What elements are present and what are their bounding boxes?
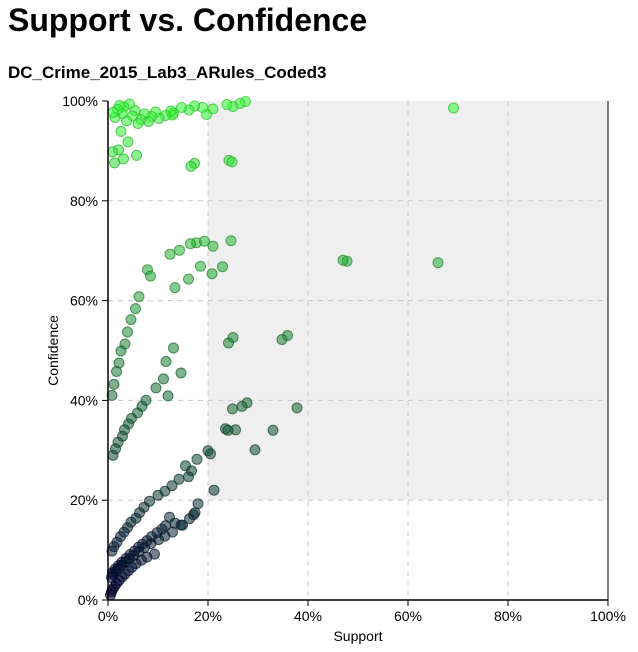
data-point <box>176 102 187 113</box>
data-point <box>106 389 118 401</box>
data-point <box>222 424 234 436</box>
data-point <box>185 238 196 250</box>
chart-title: Support vs. Confidence <box>8 2 368 38</box>
data-point <box>225 235 237 247</box>
data-point <box>175 519 187 531</box>
y-tick-label: 100% <box>62 93 98 109</box>
data-point <box>199 235 210 247</box>
data-point <box>227 403 238 415</box>
data-point <box>109 157 120 169</box>
data-point <box>217 261 228 273</box>
data-point <box>115 125 127 137</box>
data-point <box>125 314 137 326</box>
data-point <box>236 400 248 412</box>
data-point <box>192 498 204 510</box>
x-tick-label: 40% <box>294 608 322 624</box>
data-point <box>249 444 261 456</box>
data-point <box>118 153 129 165</box>
data-point <box>188 509 199 521</box>
data-point <box>150 382 162 394</box>
data-point <box>208 484 220 496</box>
data-point <box>207 240 219 252</box>
y-tick-label: 20% <box>70 492 98 508</box>
data-point <box>183 471 194 483</box>
data-point <box>173 473 185 485</box>
gridlines <box>108 101 608 600</box>
data-point <box>107 107 119 118</box>
data-point <box>276 334 288 345</box>
data-point <box>174 244 185 256</box>
x-tick-label: 0% <box>98 608 118 624</box>
data-points <box>105 96 459 601</box>
y-tick-label: 80% <box>70 193 98 209</box>
data-point <box>130 303 141 315</box>
data-point <box>267 424 279 436</box>
x-tick-label: 20% <box>194 608 222 624</box>
data-point <box>226 156 238 168</box>
data-point <box>107 146 118 158</box>
data-point <box>132 118 144 129</box>
data-point <box>122 326 133 338</box>
y-tick-label: 60% <box>70 293 98 309</box>
data-point <box>164 248 176 260</box>
x-tick-label: 80% <box>494 608 522 624</box>
data-point <box>168 342 179 354</box>
axes <box>107 101 609 601</box>
data-point <box>223 337 234 349</box>
data-point <box>205 448 216 460</box>
y-tick-label: 40% <box>70 392 98 408</box>
data-point <box>133 291 145 303</box>
data-point <box>169 282 181 294</box>
data-point <box>122 136 134 148</box>
data-point <box>291 402 303 414</box>
data-point <box>152 489 164 501</box>
data-point <box>108 378 120 390</box>
data-point <box>107 449 119 461</box>
x-axis-label: Support <box>333 628 382 644</box>
data-point <box>115 345 127 357</box>
data-point <box>160 356 172 367</box>
data-point <box>337 254 349 266</box>
x-axis-ticks: 0% 20% 40% 60% 80% 100% <box>98 600 626 624</box>
data-point <box>183 273 194 285</box>
data-point <box>158 373 169 385</box>
data-point <box>131 149 142 161</box>
x-tick-label: 60% <box>394 608 422 624</box>
data-point <box>448 102 459 114</box>
data-point <box>195 260 206 272</box>
data-point <box>191 453 203 465</box>
chart-subtitle: DC_Crime_2015_Lab3_ARules_Coded3 <box>8 63 327 82</box>
data-point <box>206 268 218 280</box>
y-tick-label: 0% <box>78 592 98 608</box>
data-point <box>175 367 187 379</box>
data-point <box>432 257 444 269</box>
data-point <box>162 390 174 402</box>
data-point <box>111 366 122 377</box>
x-tick-label: 100% <box>590 608 626 624</box>
y-axis-ticks: 0% 20% 40% 60% 80% 100% <box>62 93 108 608</box>
y-axis-label: Confidence <box>45 315 61 386</box>
data-point <box>106 545 118 557</box>
data-point <box>145 270 156 282</box>
data-point <box>221 99 233 110</box>
data-point <box>185 160 197 172</box>
data-point <box>105 589 116 601</box>
